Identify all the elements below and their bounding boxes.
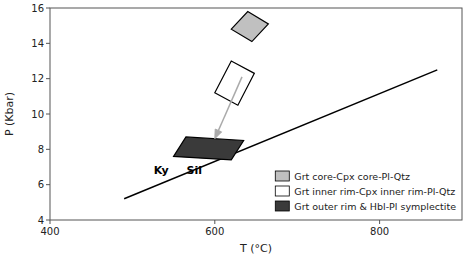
arrow-shaft [218,77,242,131]
y-tick-label: 10 [31,109,44,120]
x-tick-label: 400 [40,226,59,237]
legend-label: Grt inner rim-Cpx inner rim-Pl-Qtz [294,186,455,197]
plot-area [124,12,437,199]
arrow-head [215,129,222,139]
y-axis-label: P (Kbar) [3,92,16,136]
y-tick-label: 8 [38,144,44,155]
y-tick [46,8,50,9]
y-tick-label: 14 [31,38,44,49]
y-tick-label: 12 [31,73,44,84]
y-tick [46,184,50,185]
legend-label: Grt core-Cpx core-Pl-Qtz [294,171,410,182]
y-tick [46,78,50,79]
legend-swatch [275,201,289,211]
annotation: Ky [154,164,169,177]
annotation: Sil [186,164,201,177]
y-tick-label: 4 [38,215,44,226]
y-tick [46,149,50,150]
y-tick [46,220,50,221]
plot-frame [50,8,462,220]
legend-swatch [275,186,289,196]
x-tick [50,220,51,224]
legend: Grt core-Cpx core-Pl-Qtz Grt inner rim-Cp… [275,171,456,212]
reaction-line [124,70,437,199]
x-tick-label: 800 [370,226,389,237]
y-tick-label: 6 [38,179,44,190]
y-tick [46,43,50,44]
x-tick-label: 600 [205,226,224,237]
x-tick [379,220,380,224]
x-tick [214,220,215,224]
pt-path-arrow [215,77,242,139]
chart: 400 600 800 4 6 8 10 12 14 16 T (°C) P (Kbar) Ky Sil G… [0,0,474,260]
phase-field [215,61,255,105]
x-axis-label: T (°C) [239,242,272,255]
phase-field [231,12,268,42]
y-tick-label: 16 [31,3,44,14]
legend-label: Grt outer rim & Hbl-Pl symplectite [294,201,456,212]
legend-swatch [275,171,289,181]
phase-field [174,137,244,160]
y-tick [46,114,50,115]
